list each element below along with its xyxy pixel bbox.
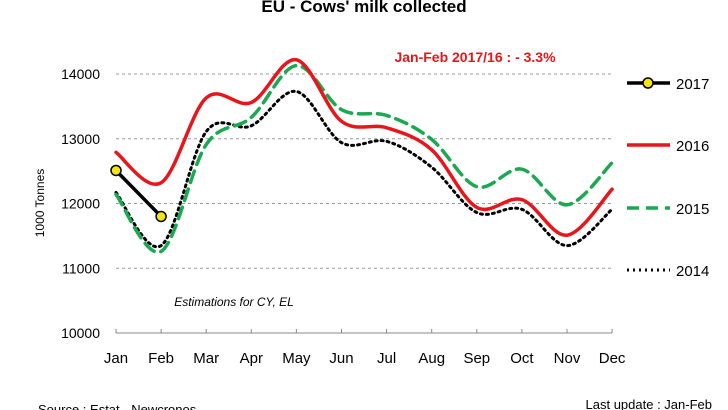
y-tick-label: 13000 <box>61 131 100 147</box>
x-tick-label: Sep <box>463 350 490 367</box>
data-point-2017 <box>155 210 167 223</box>
series-line-2015 <box>114 63 614 254</box>
legend-marker-2017 <box>642 77 654 89</box>
y-axis-label: 1000 Tonnes <box>33 169 47 238</box>
chart-title: EU - Cows' milk collected <box>261 0 466 16</box>
x-tick-label: Jun <box>329 350 353 367</box>
series-line-2014 <box>114 89 614 249</box>
legend-label-2015: 2015 <box>676 201 709 218</box>
series-line-2017 <box>114 168 163 219</box>
x-tick-label: Oct <box>510 350 534 367</box>
x-tick-label: Aug <box>418 350 445 367</box>
x-tick-label: Apr <box>240 350 263 367</box>
last-update-text: Last update : Jan-Feb <box>586 397 712 410</box>
legend-label-2017: 2017 <box>676 76 709 93</box>
x-tick-label: Feb <box>148 350 174 367</box>
y-tick-label: 12000 <box>61 196 100 212</box>
x-tick-label: Nov <box>554 350 581 367</box>
y-tick-label: 11000 <box>62 260 100 276</box>
series-line-2016 <box>114 58 614 237</box>
x-tick-label: Mar <box>193 350 219 367</box>
source-text: Source : Estat - Newcronos <box>38 402 197 410</box>
x-tick-label: Dec <box>599 350 626 367</box>
estimation-note: Estimations for CY, EL <box>174 295 294 309</box>
x-tick-label: May <box>282 350 311 367</box>
x-tick-label: Jul <box>377 350 396 367</box>
legend-label-2014: 2014 <box>676 263 709 280</box>
x-tick-label: Jan <box>104 350 128 367</box>
annotation: Jan-Feb 2017/16 : - 3.3% <box>394 49 556 65</box>
y-tick-label: 14000 <box>61 66 100 82</box>
data-point-2017 <box>110 164 122 177</box>
y-tick-label: 10000 <box>61 325 100 341</box>
legend-label-2016: 2016 <box>676 138 709 155</box>
